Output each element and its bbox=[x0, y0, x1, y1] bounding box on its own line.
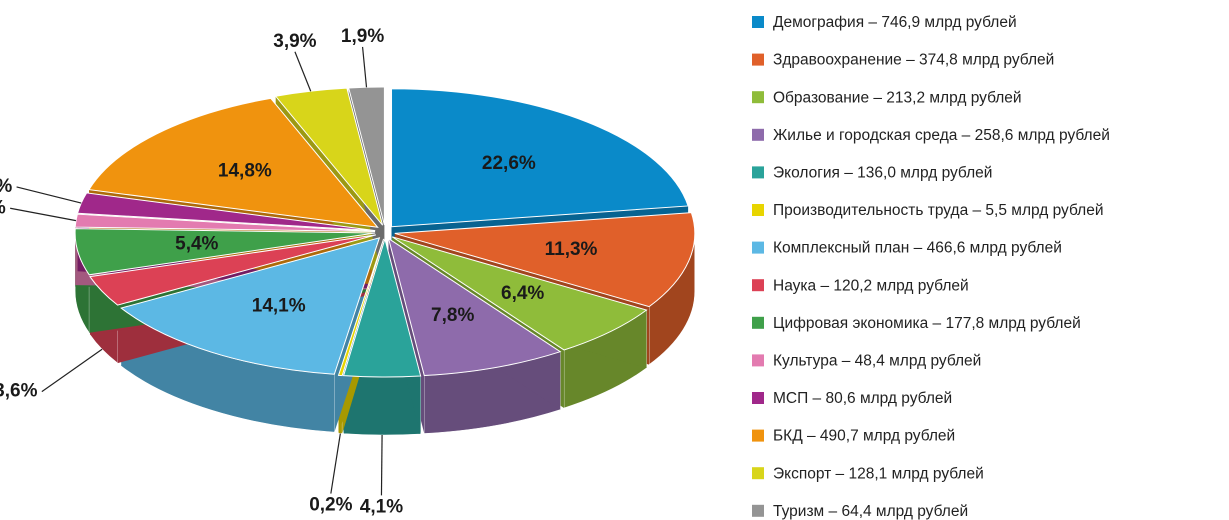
legend-swatch bbox=[752, 429, 764, 442]
legend-swatch bbox=[752, 354, 764, 367]
legend-swatch bbox=[752, 204, 764, 216]
legend-swatch bbox=[752, 166, 764, 179]
leader-line bbox=[361, 46, 368, 88]
legend-label: Цифровая экономика – 177,8 млрд рублей bbox=[773, 315, 1081, 332]
leader-line bbox=[16, 186, 82, 204]
slice bbox=[387, 237, 562, 377]
legend-swatch bbox=[752, 16, 764, 28]
legend-label: Здравоохранение – 374,8 млрд рублей bbox=[773, 52, 1054, 69]
tops: 22,6% 11,3% 6,4% 7,8% 4,1% 0,2% 14,1% 3,6% 5,4% 1… bbox=[0, 26, 696, 517]
legend-label: Жилье и городская среда – 258,6 млрд руб… bbox=[773, 127, 1110, 144]
value-label: 1,9% bbox=[341, 26, 384, 47]
legend-label: МСП – 80,6 млрд рублей bbox=[773, 390, 952, 407]
legend-label: Культура – 48,4 млрд рублей bbox=[773, 352, 981, 369]
value-label: 14,1% bbox=[252, 295, 306, 316]
legend-swatch bbox=[752, 504, 764, 517]
legend-label: Демография – 746,9 млрд рублей bbox=[773, 14, 1017, 31]
value-label: 3,9% bbox=[273, 31, 316, 52]
legend-label: Образование – 213,2 млрд рублей bbox=[773, 89, 1022, 106]
value-label: 14,8% bbox=[218, 160, 272, 181]
slice bbox=[394, 212, 696, 308]
legend-swatch bbox=[752, 91, 764, 104]
value-label: 4,1% bbox=[360, 496, 403, 517]
legend-swatch bbox=[752, 128, 764, 141]
value-label: 3,6% bbox=[0, 381, 38, 402]
legend-label: Экспорт – 128,1 млрд рублей bbox=[773, 465, 984, 482]
leader-line bbox=[294, 51, 312, 92]
value-label: 1,5% bbox=[0, 197, 6, 218]
slice bbox=[337, 238, 385, 377]
leader-line bbox=[10, 207, 77, 222]
leader-line bbox=[330, 433, 341, 494]
slice bbox=[120, 237, 381, 375]
value-label: 6,4% bbox=[501, 283, 544, 304]
slice bbox=[74, 228, 376, 276]
leader-line bbox=[380, 434, 383, 496]
legend-label: Производительность труда – 5,5 млрд рубл… bbox=[773, 202, 1103, 219]
legend-swatch bbox=[752, 316, 764, 329]
value-label: 7,8% bbox=[431, 305, 474, 326]
slice bbox=[342, 237, 422, 378]
value-label: 11,3% bbox=[545, 239, 598, 260]
slice bbox=[391, 88, 689, 228]
legend-swatch bbox=[752, 279, 764, 292]
legend-swatch bbox=[752, 467, 764, 480]
legend-label: БКД – 490,7 млрд рублей bbox=[773, 428, 955, 445]
legend-label: Комплексный план – 466,6 млрд рублей bbox=[773, 240, 1062, 257]
legend-label: Экология – 136,0 млрд рублей bbox=[773, 164, 992, 181]
value-label: 2,4% bbox=[0, 176, 12, 197]
legend-label: Наука – 120,2 млрд рублей bbox=[773, 277, 969, 294]
legend-swatch bbox=[752, 392, 764, 404]
slice bbox=[74, 213, 376, 232]
slice bbox=[76, 192, 376, 232]
legend-label: Туризм – 64,4 млрд рублей bbox=[773, 503, 968, 520]
legend-swatch bbox=[752, 53, 764, 66]
value-label: 22,6% bbox=[482, 153, 536, 174]
value-label: 5,4% bbox=[175, 233, 218, 254]
value-label: 0,2% bbox=[309, 495, 352, 516]
legend-swatch bbox=[752, 241, 764, 254]
leader-line bbox=[41, 348, 103, 393]
slice bbox=[89, 234, 377, 306]
slice bbox=[88, 97, 379, 228]
slice bbox=[391, 236, 648, 351]
